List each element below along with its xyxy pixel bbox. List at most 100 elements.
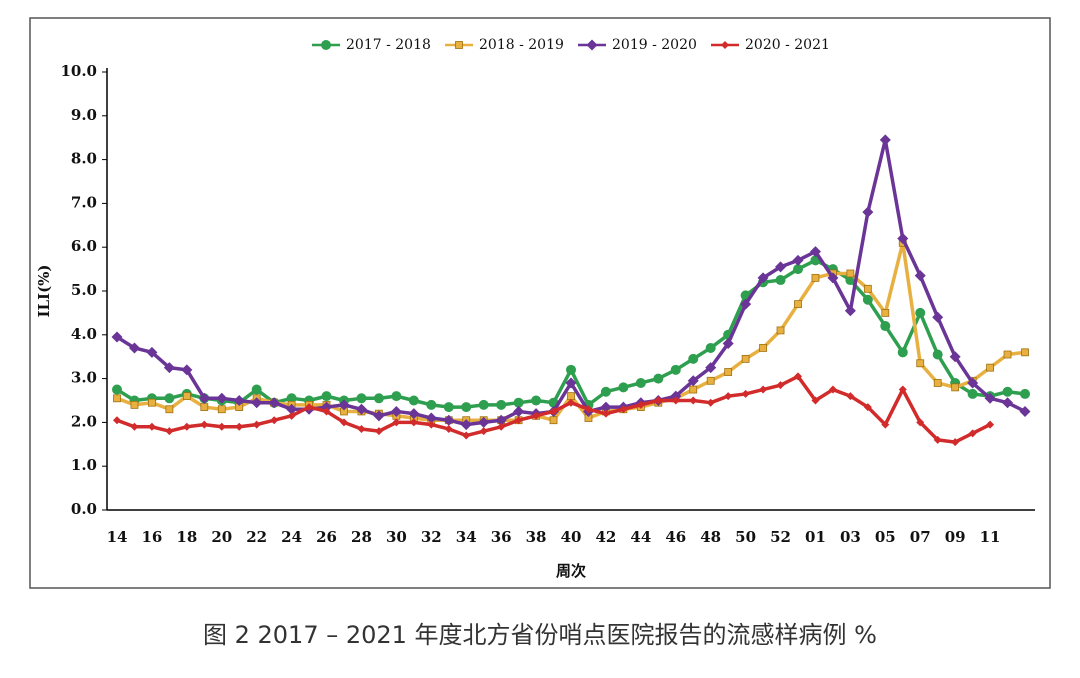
marker [356,393,367,404]
marker [705,362,717,374]
marker [217,405,226,414]
marker [165,405,174,414]
marker [844,305,856,317]
marker [706,398,715,407]
marker [164,393,175,404]
x-tick-label: 28 [351,528,372,546]
marker [619,405,628,414]
marker [1020,388,1030,399]
marker [496,399,507,410]
y-tick-label: 10.0 [60,62,97,80]
marker [408,408,420,420]
marker [427,420,436,429]
y-tick-label: 4.0 [71,325,97,343]
marker [567,398,575,407]
marker [688,353,699,364]
x-tick-label: 01 [805,528,826,546]
marker [794,372,802,381]
marker [724,392,733,401]
marker [705,342,716,353]
marker [251,397,263,409]
marker [565,377,577,389]
marker [128,342,140,354]
marker [148,398,156,407]
marker [409,418,418,427]
x-tick-label: 26 [316,528,337,546]
marker [618,382,629,393]
legend-label: 2020 - 2021 [745,37,830,53]
marker [881,420,890,429]
marker [549,416,558,425]
marker [584,405,593,414]
marker [495,414,507,426]
marker [462,431,471,440]
marker [252,420,261,429]
marker [689,385,698,394]
marker [426,399,437,410]
marker [113,416,121,425]
legend-label: 2018 - 2019 [479,37,564,53]
legend-label: 2019 - 2020 [612,37,697,53]
marker [479,427,488,436]
marker [444,424,453,433]
marker [461,402,472,413]
y-tick-label: 3.0 [71,369,97,387]
x-tick-label: 34 [456,528,477,546]
marker [235,422,244,431]
marker [670,364,681,375]
marker [933,379,942,387]
y-tick-label: 9.0 [71,106,97,124]
legend-marker [586,39,598,51]
marker [566,364,576,375]
marker [287,411,296,420]
marker [567,392,575,401]
marker [200,403,209,411]
marker [233,395,245,406]
marker [759,385,768,394]
marker [1003,350,1012,359]
marker [130,400,139,409]
marker [338,399,350,411]
legend-marker [321,40,331,50]
marker [794,300,802,309]
marker [846,392,855,401]
marker [635,377,646,388]
marker [879,134,891,146]
y-tick-label: 2.0 [71,412,97,430]
marker [776,326,785,335]
marker [286,403,298,415]
marker [932,349,943,360]
marker [811,273,820,282]
marker [374,427,383,436]
x-tick-label: 38 [526,528,547,546]
x-tick-label: 05 [875,528,896,546]
marker [793,264,803,275]
marker [478,416,490,428]
marker [146,346,158,358]
marker [113,394,121,403]
marker [408,395,419,406]
legend-marker [455,41,463,49]
marker [897,232,909,244]
marker [286,393,297,404]
marker [111,331,123,343]
x-tick-label: 07 [910,528,931,546]
marker [687,375,699,387]
chart-frame [29,17,1051,589]
y-axis-title: ILI(%) [35,264,53,317]
marker [827,272,839,284]
marker [722,338,734,350]
marker [828,385,837,394]
marker [182,392,191,401]
marker [340,418,348,427]
marker [636,400,645,409]
marker [741,354,750,363]
marker [984,392,996,404]
marker [881,308,890,317]
marker [811,396,820,405]
marker [390,405,402,417]
marker [532,411,541,420]
marker [916,359,925,368]
x-tick-label: 42 [595,528,616,546]
y-tick-label: 1.0 [71,456,97,474]
